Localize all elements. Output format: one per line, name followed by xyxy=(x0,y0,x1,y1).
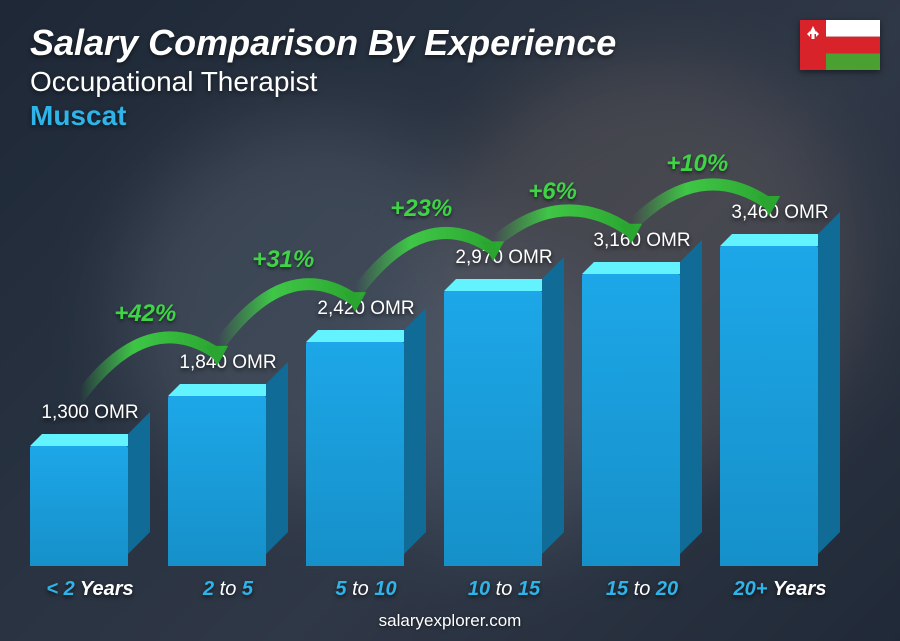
bar-value-label: 3,460 OMR xyxy=(731,202,828,224)
growth-pct-label: +23% xyxy=(390,195,452,223)
bar-top-face xyxy=(168,384,278,396)
bar-top-face xyxy=(306,330,416,342)
x-axis-label: < 2 Years xyxy=(30,578,150,601)
bar-value-label: 3,160 OMR xyxy=(593,230,690,252)
bar-column: 2,970 OMR xyxy=(444,247,564,566)
bar-front-face xyxy=(444,291,542,566)
bar-3d xyxy=(306,342,426,566)
bar-3d xyxy=(168,396,288,566)
bar-top-face xyxy=(720,234,830,246)
x-axis-label: 20+ Years xyxy=(720,578,840,601)
growth-pct-label: +42% xyxy=(114,300,176,328)
x-axis-labels: < 2 Years 2 to 5 5 to 10 10 to 15 15 to 20 20… xyxy=(30,578,840,601)
bar-column: 2,420 OMR xyxy=(306,298,426,566)
bar-column: 1,840 OMR xyxy=(168,352,288,566)
bar-value-label: 2,970 OMR xyxy=(455,247,552,269)
bar-top-face xyxy=(444,279,554,291)
bar-side-face xyxy=(680,240,702,554)
bar-top-face xyxy=(30,434,140,446)
x-axis-label: 15 to 20 xyxy=(582,578,702,601)
bar-value-label: 2,420 OMR xyxy=(317,298,414,320)
bar-column: 3,160 OMR xyxy=(582,230,702,566)
x-axis-label: 2 to 5 xyxy=(168,578,288,601)
bar-column: 1,300 OMR xyxy=(30,402,150,566)
chart-location: Muscat xyxy=(30,100,616,132)
bar-value-label: 1,300 OMR xyxy=(41,402,138,424)
bar-front-face xyxy=(582,274,680,566)
footer-credit: salaryexplorer.com xyxy=(0,611,900,631)
bar-front-face xyxy=(720,246,818,566)
bar-side-face xyxy=(542,257,564,554)
bar-3d xyxy=(720,246,840,566)
bar-3d xyxy=(582,274,702,566)
bar-3d xyxy=(30,446,150,566)
bar-side-face xyxy=(404,308,426,554)
growth-pct-label: +6% xyxy=(528,178,577,206)
growth-pct-label: +31% xyxy=(252,246,314,274)
bar-column: 3,460 OMR xyxy=(720,202,840,566)
bar-front-face xyxy=(306,342,404,566)
title-block: Salary Comparison By Experience Occupati… xyxy=(30,22,616,132)
bar-top-face xyxy=(582,262,692,274)
infographic-stage: Salary Comparison By Experience Occupati… xyxy=(0,0,900,641)
chart-subtitle: Occupational Therapist xyxy=(30,66,616,98)
bar-3d xyxy=(444,291,564,566)
oman-flag-icon xyxy=(800,20,880,70)
x-axis-label: 5 to 10 xyxy=(306,578,426,601)
bar-side-face xyxy=(128,412,150,554)
bar-side-face xyxy=(818,212,840,554)
content-layer: Salary Comparison By Experience Occupati… xyxy=(0,0,900,641)
chart-title: Salary Comparison By Experience xyxy=(30,22,616,64)
x-axis-label: 10 to 15 xyxy=(444,578,564,601)
bar-side-face xyxy=(266,362,288,554)
bar-value-label: 1,840 OMR xyxy=(179,352,276,374)
bar-front-face xyxy=(30,446,128,566)
bar-front-face xyxy=(168,396,266,566)
growth-pct-label: +10% xyxy=(666,150,728,178)
